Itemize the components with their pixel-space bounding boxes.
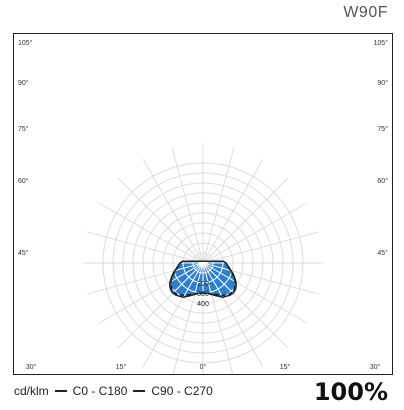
grid-spoke-inside [169,262,204,295]
angle-label-right: 75° [377,125,388,133]
grid-spoke [171,146,204,264]
grid-spoke [202,158,264,264]
angle-label-right: 60° [377,177,388,185]
series-c0-c180-outline [169,260,237,298]
grid-spoke-inside [202,262,237,298]
radial-tick-label: 200 [197,281,209,288]
polar-chart: 200 300 400 105° 90° 75° 60° 45° 105° 90° 75° 60° 45… [13,33,393,375]
angle-label-left: 75° [18,125,29,133]
grid-spoke [142,158,204,264]
radial-tick-label: 400 [197,301,209,308]
angle-label-left: 90° [18,79,29,87]
series-c90-c270-line [170,260,236,297]
grid-spoke [98,202,204,264]
angle-label-left: 60° [18,177,29,185]
angle-label-right: 105° [374,39,389,47]
radial-tick-label: 300 [197,291,209,298]
grid-spoke-inside [171,262,204,298]
grid-spoke-inside [169,262,204,298]
angle-label-bottom: 30° [26,363,37,371]
angle-label-bottom: 0° [200,363,207,371]
efficiency-value: 100% [313,378,388,406]
grid-spoke-inside [169,262,204,298]
grid-layer [83,143,323,374]
grid-spoke-inside [202,262,237,295]
model-code: W90F [343,4,388,21]
grid-inner-layer [169,261,237,298]
legend-solid-label: C0 - C180 [72,384,128,398]
legend: cd/klm C0 - C180 C90 - C270 [14,384,213,398]
grid-spoke [202,177,289,264]
legend-dashed-swatch [133,390,146,392]
angle-label-left: 105° [18,39,33,47]
grid-spoke [202,231,320,264]
grid-spoke-inside [202,262,237,298]
grid-spoke [202,146,235,264]
grid-spoke-inside [202,262,237,298]
grid-spoke-inside [169,262,204,298]
grid-spoke [86,231,204,264]
grid-inside-shape [169,261,237,298]
angle-label-bottom: 15° [280,363,291,371]
grid-spoke [202,202,308,264]
angle-label-right: 90° [377,79,388,87]
legend-dashed-label: C90 - C270 [151,384,213,398]
polar-chart-svg: 200 300 400 105° 90° 75° 60° 45° 105° 90° 75° 60° 45… [13,33,393,375]
angle-label-left: 45° [18,249,29,257]
legend-solid-swatch [54,390,67,392]
angle-label-bottom: 15° [116,363,127,371]
legend-unit: cd/klm [14,384,49,398]
label-layer: 200 300 400 105° 90° 75° 60° 45° 105° 90° 75° 60° 45… [18,39,388,371]
grid-spoke [117,177,204,264]
angle-label-right: 45° [377,249,388,257]
angle-label-bottom: 30° [370,363,381,371]
grid-spoke-inside [202,262,235,298]
